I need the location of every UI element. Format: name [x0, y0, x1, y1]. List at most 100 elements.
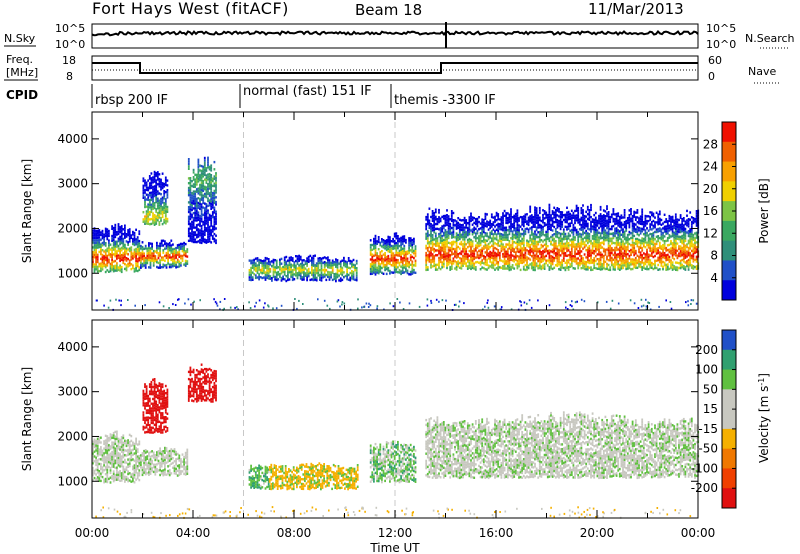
range-cell	[183, 246, 185, 249]
range-cell	[395, 251, 398, 254]
range-cell	[411, 238, 414, 242]
range-cell	[191, 194, 193, 197]
range-cell	[588, 261, 591, 265]
range-cell	[371, 272, 374, 275]
range-cell	[285, 263, 288, 266]
range-cell	[191, 225, 193, 228]
range-cell	[583, 243, 586, 247]
range-cell	[354, 266, 356, 269]
range-cell	[503, 209, 506, 213]
range-cell	[594, 247, 597, 251]
range-cell	[210, 234, 213, 237]
range-cell	[572, 216, 575, 219]
range-cell	[210, 229, 213, 232]
range-cell	[108, 241, 110, 245]
range-cell	[638, 226, 640, 230]
range-cell	[194, 197, 197, 200]
range-cell	[631, 260, 634, 263]
range-cell	[298, 269, 300, 272]
range-cell	[532, 223, 535, 226]
range-cell	[112, 248, 115, 251]
range-cell	[291, 264, 294, 267]
range-cell	[401, 264, 404, 267]
range-cell	[626, 248, 629, 251]
range-cell	[280, 267, 283, 270]
range-cell	[163, 194, 166, 198]
range-cell	[135, 247, 137, 251]
range-cell	[636, 259, 639, 262]
range-cell	[681, 227, 684, 230]
range-cell	[494, 254, 496, 257]
range-cell	[586, 208, 589, 211]
range-cell	[146, 247, 149, 250]
range-cell	[602, 266, 605, 270]
range-cell	[385, 243, 388, 247]
range-cell	[253, 261, 256, 264]
range-cell	[120, 256, 123, 259]
range-cell	[630, 244, 632, 247]
range-cell	[400, 272, 402, 276]
range-cell	[189, 189, 192, 192]
range-cell	[136, 262, 139, 265]
range-cell	[666, 227, 669, 230]
range-cell	[430, 237, 432, 240]
range-cell	[470, 212, 472, 215]
range-cell	[554, 256, 557, 260]
range-cell	[684, 251, 687, 255]
range-cell	[426, 242, 429, 245]
range-cell	[339, 267, 342, 271]
range-cell	[601, 236, 604, 240]
range-cell	[210, 224, 213, 227]
range-cell	[519, 256, 522, 260]
range-cell	[490, 261, 493, 264]
range-cell	[189, 177, 192, 180]
range-cell	[620, 260, 623, 263]
range-cell	[395, 258, 398, 262]
range-cell	[411, 262, 414, 266]
range-cell	[442, 243, 445, 247]
range-cell	[633, 215, 636, 218]
range-cell	[476, 222, 479, 225]
range-cell	[449, 232, 452, 235]
range-cell	[535, 240, 538, 244]
range-cell	[215, 186, 217, 189]
range-cell	[607, 220, 610, 223]
range-cell	[609, 254, 612, 257]
range-cell	[513, 217, 516, 220]
range-cell	[335, 279, 337, 283]
range-cell	[532, 244, 535, 248]
range-cell	[444, 217, 447, 220]
range-cell	[155, 208, 158, 211]
range-cell	[403, 259, 406, 262]
range-cell	[510, 220, 512, 223]
range-cell	[572, 231, 575, 234]
range-cell	[532, 261, 535, 264]
range-cell	[578, 232, 581, 236]
range-cell	[398, 264, 401, 267]
range-cell	[150, 217, 153, 221]
range-cell	[187, 194, 190, 197]
range-cell	[534, 240, 536, 243]
range-cell	[569, 224, 572, 228]
range-cell	[686, 245, 688, 249]
range-cell	[519, 235, 522, 238]
range-cell	[524, 249, 527, 252]
range-cell	[145, 193, 148, 196]
range-cell	[156, 251, 158, 254]
range-cell	[444, 231, 447, 234]
range-cell	[465, 235, 468, 239]
range-cell	[537, 264, 540, 268]
range-cell	[425, 218, 428, 221]
range-cell	[264, 261, 267, 265]
range-cell	[689, 242, 692, 245]
range-cell	[534, 264, 536, 267]
range-cell	[636, 225, 639, 229]
range-cell	[109, 269, 112, 273]
range-cell	[687, 234, 690, 238]
range-cell	[540, 267, 543, 271]
range-cell	[676, 266, 679, 269]
range-cell	[203, 178, 206, 181]
range-cell	[211, 206, 214, 209]
range-cell	[158, 213, 161, 217]
range-cell	[122, 242, 125, 245]
